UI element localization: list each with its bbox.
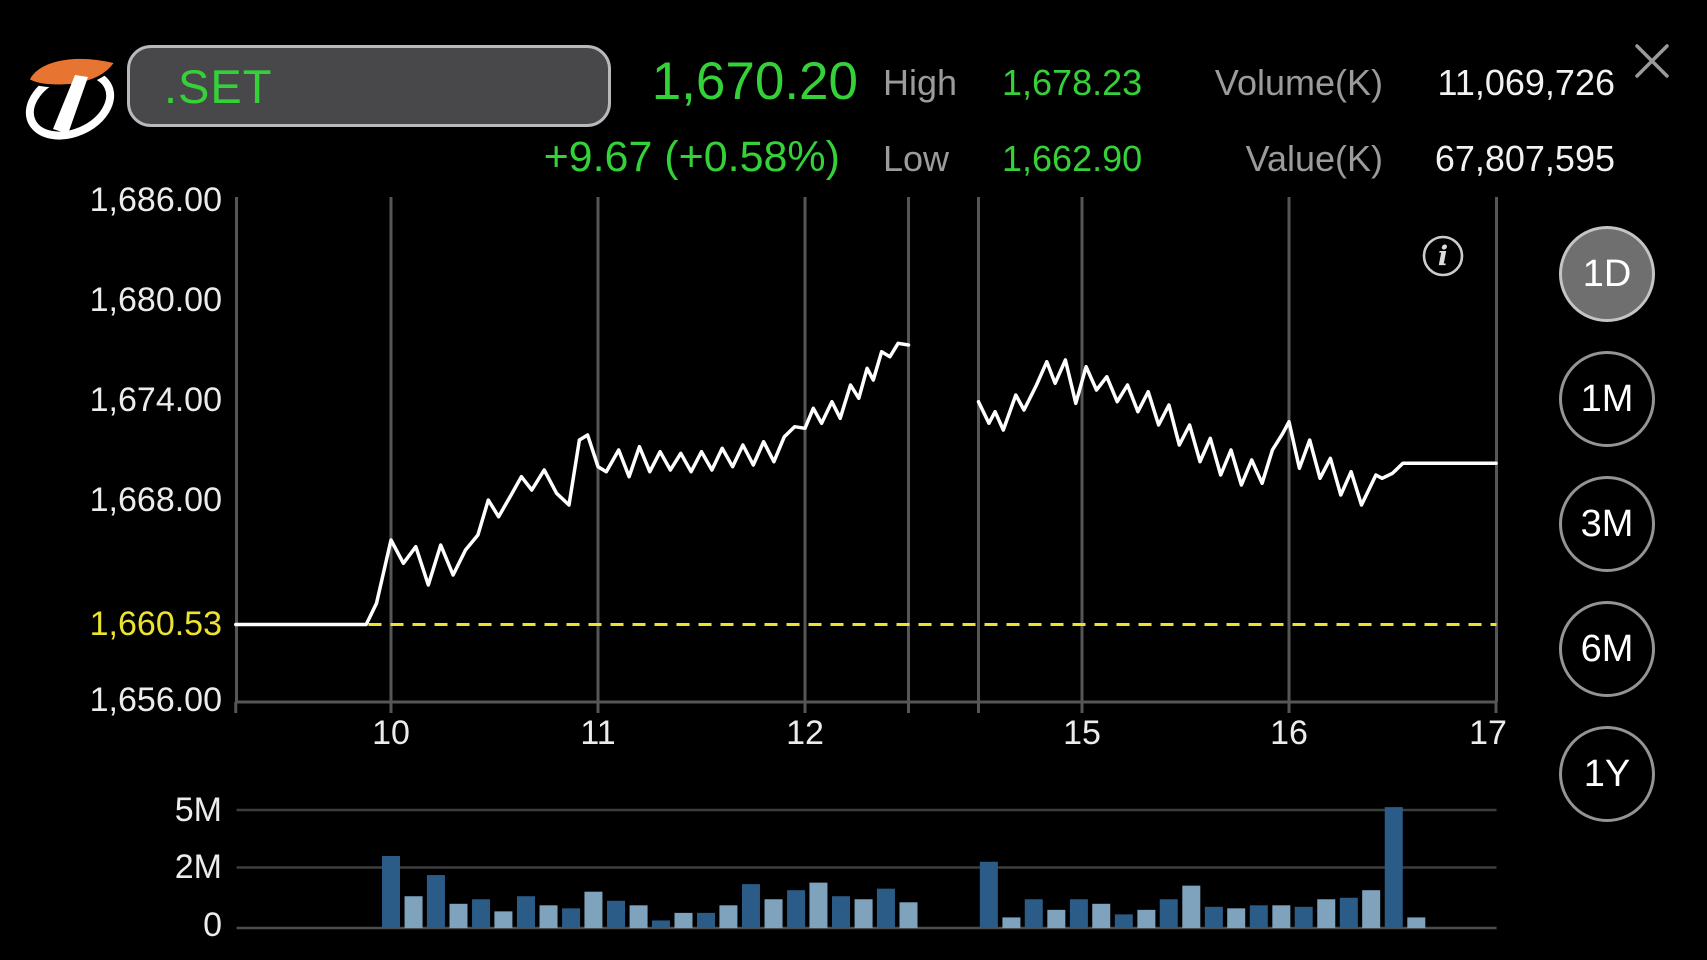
broker-logo-icon bbox=[25, 55, 119, 140]
y-tick-1668: 1,668.00 bbox=[89, 481, 222, 519]
value-value: 67,807,595 bbox=[1434, 138, 1615, 179]
x-tick-10: 10 bbox=[372, 714, 410, 752]
volume-value: 11,069,726 bbox=[1437, 62, 1615, 103]
last-price: 1,670.20 bbox=[651, 52, 858, 111]
high-value: 1,678.23 bbox=[1002, 62, 1143, 103]
vol-tick-0: 0 bbox=[203, 906, 222, 944]
close-icon[interactable] bbox=[1633, 42, 1671, 80]
x-tick-15: 15 bbox=[1063, 714, 1101, 752]
range-button-1y[interactable]: 1Y bbox=[1559, 726, 1655, 822]
vol-tick-2m: 2M bbox=[174, 848, 222, 886]
range-button-6m[interactable]: 6M bbox=[1559, 601, 1655, 697]
y-tick-1656: 1,656.00 bbox=[89, 681, 222, 719]
logo-orange-swoosh bbox=[26, 55, 119, 88]
low-label: Low bbox=[883, 138, 950, 179]
high-label: High bbox=[883, 62, 958, 103]
price-change: +9.67 (+0.58%) bbox=[543, 133, 840, 181]
x-tick-11: 11 bbox=[580, 714, 616, 752]
y-tick-1680: 1,680.00 bbox=[89, 281, 222, 319]
prev-close-label: 1,660.53 bbox=[89, 605, 222, 643]
range-button-1m[interactable]: 1M bbox=[1559, 351, 1655, 447]
range-button-3m[interactable]: 3M bbox=[1559, 476, 1655, 572]
x-tick-17: 17 bbox=[1469, 714, 1507, 752]
symbol-search-box[interactable]: .SET bbox=[127, 45, 611, 127]
vol-tick-5m: 5M bbox=[174, 791, 222, 829]
logo-stem bbox=[53, 75, 88, 134]
range-button-column: 1D 1M 3M 6M 1Y bbox=[1559, 226, 1655, 851]
info-icon-glyph: i bbox=[1438, 241, 1448, 272]
volume-label: Volume(K) bbox=[1214, 62, 1383, 103]
y-tick-1686: 1,686.00 bbox=[89, 181, 222, 219]
symbol-text: .SET bbox=[164, 59, 273, 113]
low-value: 1,662.90 bbox=[1002, 138, 1143, 179]
value-label: Value(K) bbox=[1245, 138, 1383, 179]
y-tick-1674: 1,674.00 bbox=[89, 381, 222, 419]
info-icon[interactable]: i bbox=[1421, 234, 1465, 278]
x-tick-12: 12 bbox=[786, 714, 824, 752]
range-button-1d[interactable]: 1D bbox=[1559, 226, 1655, 322]
x-tick-16: 16 bbox=[1270, 714, 1308, 752]
